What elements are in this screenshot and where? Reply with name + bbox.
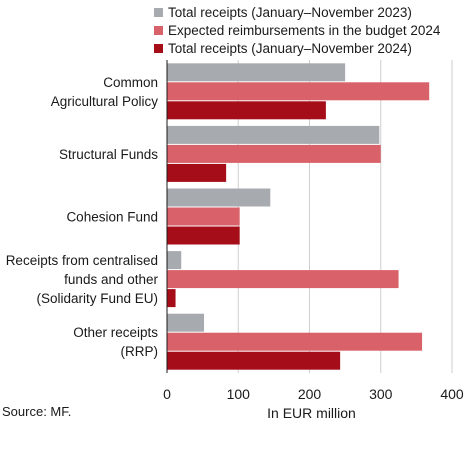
x-axis-title: In EUR million xyxy=(267,405,356,421)
bar-series1-category1 xyxy=(167,63,346,82)
legend-item-2024: Total receipts (January–November 2024) xyxy=(154,39,440,57)
bar-series2-category3 xyxy=(167,207,240,226)
legend-label-2024: Total receipts (January–November 2024) xyxy=(168,40,412,56)
bar-series2-category5 xyxy=(167,332,423,351)
bar-series3-category1 xyxy=(167,101,326,120)
bar-series3-category4 xyxy=(167,289,176,308)
x-tick-label-0: 0 xyxy=(163,386,171,402)
x-tick-label-300: 300 xyxy=(369,386,393,402)
bar-series1-category3 xyxy=(167,188,271,207)
category-label-2-line-1: Structural Funds xyxy=(59,147,158,162)
bar-series3-category2 xyxy=(167,163,227,182)
bar-series3-category3 xyxy=(167,226,240,245)
category-label-1-line-1: Common xyxy=(103,75,158,90)
chart-legend: Total receipts (January–November 2023) E… xyxy=(154,3,440,57)
x-tick-label-200: 200 xyxy=(298,386,322,402)
bar-series2-category2 xyxy=(167,144,381,163)
bar-series1-category5 xyxy=(167,313,205,332)
category-label-5-line-1: Other receipts xyxy=(73,325,158,340)
category-label-5-line-2: (RRP) xyxy=(121,344,159,359)
category-label-3-line-1: Cohesion Fund xyxy=(66,210,158,225)
bar-series2-category4 xyxy=(167,270,399,289)
bar-series1-category4 xyxy=(167,251,182,270)
x-tick-label-100: 100 xyxy=(227,386,251,402)
legend-label-budget-2024: Expected reimbursements in the budget 20… xyxy=(168,22,441,38)
legend-swatch-2023 xyxy=(154,7,163,17)
category-label-4-line-1: Receipts from centralised xyxy=(6,253,158,268)
bar-series1-category2 xyxy=(167,125,380,144)
legend-swatch-budget-2024 xyxy=(154,25,163,35)
legend-item-budget-2024: Expected reimbursements in the budget 20… xyxy=(154,21,440,39)
bar-series3-category5 xyxy=(167,351,341,370)
legend-item-2023: Total receipts (January–November 2023) xyxy=(154,3,440,21)
bar-series2-category1 xyxy=(167,82,430,101)
source-note: Source: MF. xyxy=(2,404,72,419)
legend-label-2023: Total receipts (January–November 2023) xyxy=(168,4,412,20)
category-label-1-line-2: Agricultural Policy xyxy=(51,94,159,109)
category-label-4-line-2: funds and other xyxy=(64,272,158,287)
category-label-4-line-3: (Solidarity Fund EU) xyxy=(36,291,158,306)
legend-swatch-2024 xyxy=(154,43,163,53)
x-tick-label-400: 400 xyxy=(440,386,464,402)
